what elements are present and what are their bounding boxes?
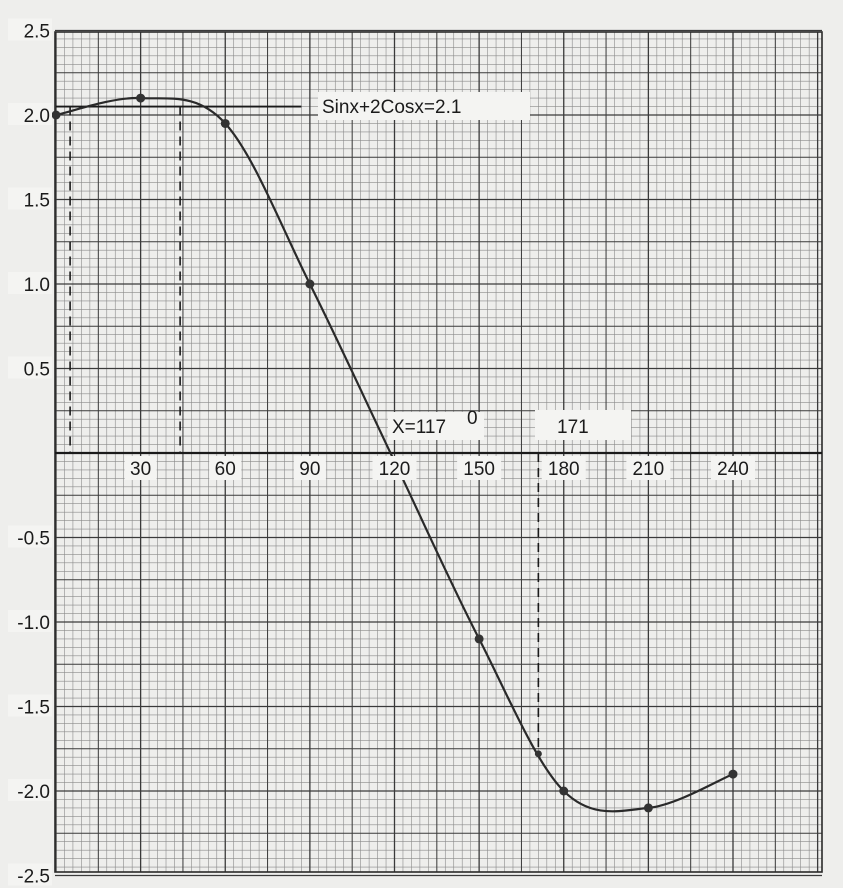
y-tick-label: 0.5 xyxy=(24,360,50,381)
x-tick-label: 180 xyxy=(548,459,580,480)
x-tick-label: 240 xyxy=(717,459,749,480)
y-tick-labels: 2.5 2.0 1.5 1.0 0.5 -0.5 -1.0 -1.5 -2.0 -2.5 xyxy=(8,18,52,888)
x-tick-label: 120 xyxy=(379,459,411,480)
root-label: X=117 xyxy=(392,417,446,438)
x-tick-bg xyxy=(626,456,671,480)
data-point xyxy=(51,110,61,120)
x-tick-label: 210 xyxy=(633,459,665,480)
y-tick-bg xyxy=(8,356,52,379)
x-tick-bg xyxy=(209,456,242,480)
y-tick-label: -0.5 xyxy=(17,529,50,550)
y-tick-label: -2.0 xyxy=(17,782,50,803)
y-tick-label: -2.5 xyxy=(17,867,50,888)
y-tick-bg xyxy=(8,103,52,125)
x-tick-bg xyxy=(711,456,755,480)
data-point xyxy=(136,93,146,103)
x-tick-label: 150 xyxy=(463,459,495,480)
annotations: Sinx+2Cosx=2.1 X=117 0 171 xyxy=(318,92,631,440)
data-point xyxy=(305,279,315,289)
y-tick-bg xyxy=(8,610,52,632)
x-tick-label: 60 xyxy=(215,459,236,480)
second-label-bg xyxy=(535,410,631,440)
x-tick-bg xyxy=(293,456,326,480)
y-tick-bg xyxy=(8,187,52,210)
y-tick-label: 1.0 xyxy=(24,275,50,296)
root-label-superscript: 0 xyxy=(467,408,478,429)
data-point xyxy=(474,634,484,644)
data-point xyxy=(220,118,230,128)
y-tick-label: 2.5 xyxy=(24,22,50,43)
y-tick-bg xyxy=(8,525,52,548)
x-tick-bg xyxy=(457,456,502,480)
x-tick-bg xyxy=(372,456,417,480)
y-tick-bg xyxy=(8,18,52,41)
second-label: 171 xyxy=(557,417,589,438)
y-tick-label: -1.5 xyxy=(17,698,50,719)
y-tick-bg xyxy=(8,272,52,294)
data-point xyxy=(559,786,569,796)
y-tick-bg xyxy=(8,779,52,801)
dashed-guides xyxy=(69,106,540,754)
y-tick-label: 2.0 xyxy=(24,106,50,127)
data-point xyxy=(643,803,653,813)
y-tick-bg xyxy=(8,863,52,886)
equation-label: Sinx+2Cosx=2.1 xyxy=(322,97,461,118)
equation-label-bg xyxy=(318,92,530,120)
x-tick-label: 90 xyxy=(299,459,320,480)
y-tick-bg xyxy=(8,694,52,717)
root-label-bg xyxy=(388,412,484,440)
data-point xyxy=(728,769,738,779)
x-tick-bg xyxy=(124,456,157,480)
x-tick-labels: 30 60 90 120 150 180 210 240 xyxy=(124,456,755,480)
data-point-171 xyxy=(534,750,542,758)
y-tick-label: -1.0 xyxy=(17,613,50,634)
x-tick-label: 30 xyxy=(130,459,151,480)
y-tick-label: 1.5 xyxy=(24,191,50,212)
axes xyxy=(54,31,823,873)
x-tick-bg xyxy=(541,456,586,480)
